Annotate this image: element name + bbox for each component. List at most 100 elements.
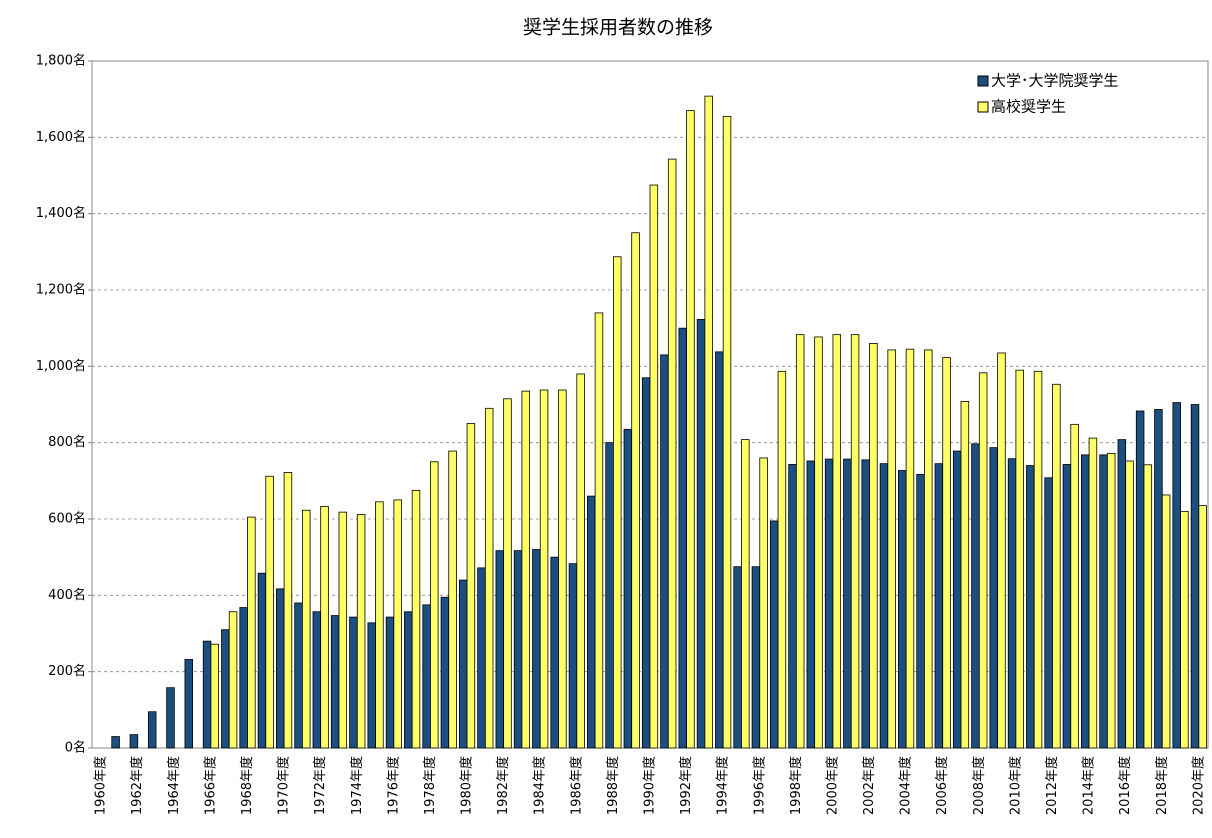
bar (934, 463, 944, 749)
bar (1198, 505, 1207, 749)
bar (1062, 464, 1072, 749)
x-tick-label: 1968年度 (239, 756, 255, 815)
bar (1106, 452, 1116, 749)
bar (477, 567, 486, 749)
bar (1135, 410, 1145, 749)
bar (550, 556, 559, 749)
y-tick-label: 1,400名 (36, 205, 86, 221)
x-tick-label: 1970年度 (276, 756, 292, 815)
bar (129, 734, 139, 749)
bar (375, 501, 384, 749)
bar (1007, 458, 1017, 749)
bar (312, 611, 322, 749)
bar (924, 349, 933, 749)
bar (971, 443, 980, 749)
bar (1052, 383, 1061, 749)
bar (330, 615, 340, 749)
x-tick-label: 2020年度 (1190, 756, 1206, 815)
bar (458, 579, 468, 749)
x-tick-label: 2006年度 (934, 756, 950, 815)
bar (349, 616, 358, 749)
bar (613, 256, 622, 749)
y-tick-label: 1,800名 (36, 53, 86, 69)
x-tick-label: 1978年度 (422, 756, 438, 815)
bar (1044, 477, 1053, 749)
bar (1143, 464, 1153, 749)
bar (320, 506, 329, 749)
bar (788, 464, 797, 749)
bar (265, 475, 274, 749)
bar (294, 602, 303, 749)
bar (1180, 510, 1189, 749)
bar (960, 401, 970, 749)
bar (850, 334, 860, 749)
bar (532, 549, 541, 749)
x-tick-label: 1994年度 (715, 756, 731, 815)
chart-title: 奨学生採用者数の推移 (523, 17, 713, 39)
y-tick-label: 200名 (48, 663, 86, 679)
x-tick-label: 2010年度 (1007, 756, 1023, 815)
x-tick-label: 1988年度 (605, 756, 621, 815)
y-tick-label: 1,600名 (36, 129, 86, 145)
bar (1070, 423, 1079, 749)
x-tick-label: 1972年度 (312, 756, 328, 815)
bar (777, 370, 787, 749)
bar (393, 499, 402, 749)
bar (239, 607, 248, 749)
bar (587, 495, 596, 749)
x-tick-label: 1964年度 (166, 756, 182, 815)
bar (495, 550, 505, 749)
bar (558, 389, 567, 749)
bar (1026, 465, 1035, 749)
bar (898, 470, 907, 749)
bar (422, 604, 431, 749)
bar (367, 622, 376, 749)
bar (210, 643, 220, 749)
bar (1117, 439, 1127, 749)
bar (521, 390, 531, 749)
bar (1172, 402, 1181, 749)
legend-label: 大学･大学院奨学生 (991, 72, 1119, 90)
bar (539, 389, 549, 749)
bar (147, 711, 157, 749)
bar (466, 423, 476, 749)
bar (247, 516, 256, 749)
bar (1190, 404, 1200, 749)
bar (678, 327, 687, 749)
bar (257, 572, 267, 749)
bar (641, 377, 651, 749)
bar (631, 232, 640, 749)
bar (667, 158, 677, 749)
x-tick-label: 2002年度 (861, 756, 877, 815)
x-tick-label: 2016年度 (1117, 756, 1133, 815)
bar (722, 115, 732, 749)
bar (952, 450, 962, 749)
bar (741, 439, 750, 749)
x-tick-label: 1984年度 (532, 756, 548, 815)
bar (686, 110, 695, 749)
x-tick-label: 1962年度 (129, 756, 145, 815)
legend-swatch (977, 101, 989, 113)
bar (221, 629, 230, 749)
bar (276, 588, 285, 749)
bar (1033, 370, 1043, 749)
bar (1154, 409, 1163, 749)
y-tick-label: 1,200名 (36, 282, 86, 298)
y-tick-label: 600名 (48, 511, 86, 527)
bar (824, 458, 834, 749)
x-tick-label: 2012年度 (1044, 756, 1060, 815)
bar (832, 334, 842, 749)
bar (484, 407, 494, 749)
bar (623, 428, 633, 749)
bar (568, 563, 578, 749)
x-tick-label: 2014年度 (1081, 756, 1097, 815)
bar (1015, 369, 1024, 749)
bar (576, 373, 585, 749)
y-tick-label: 0名 (65, 740, 86, 756)
x-tick-label: 2008年度 (971, 756, 987, 815)
bar (283, 472, 293, 749)
bar (503, 398, 512, 749)
bar (202, 640, 212, 749)
y-tick-label: 800名 (48, 434, 86, 450)
